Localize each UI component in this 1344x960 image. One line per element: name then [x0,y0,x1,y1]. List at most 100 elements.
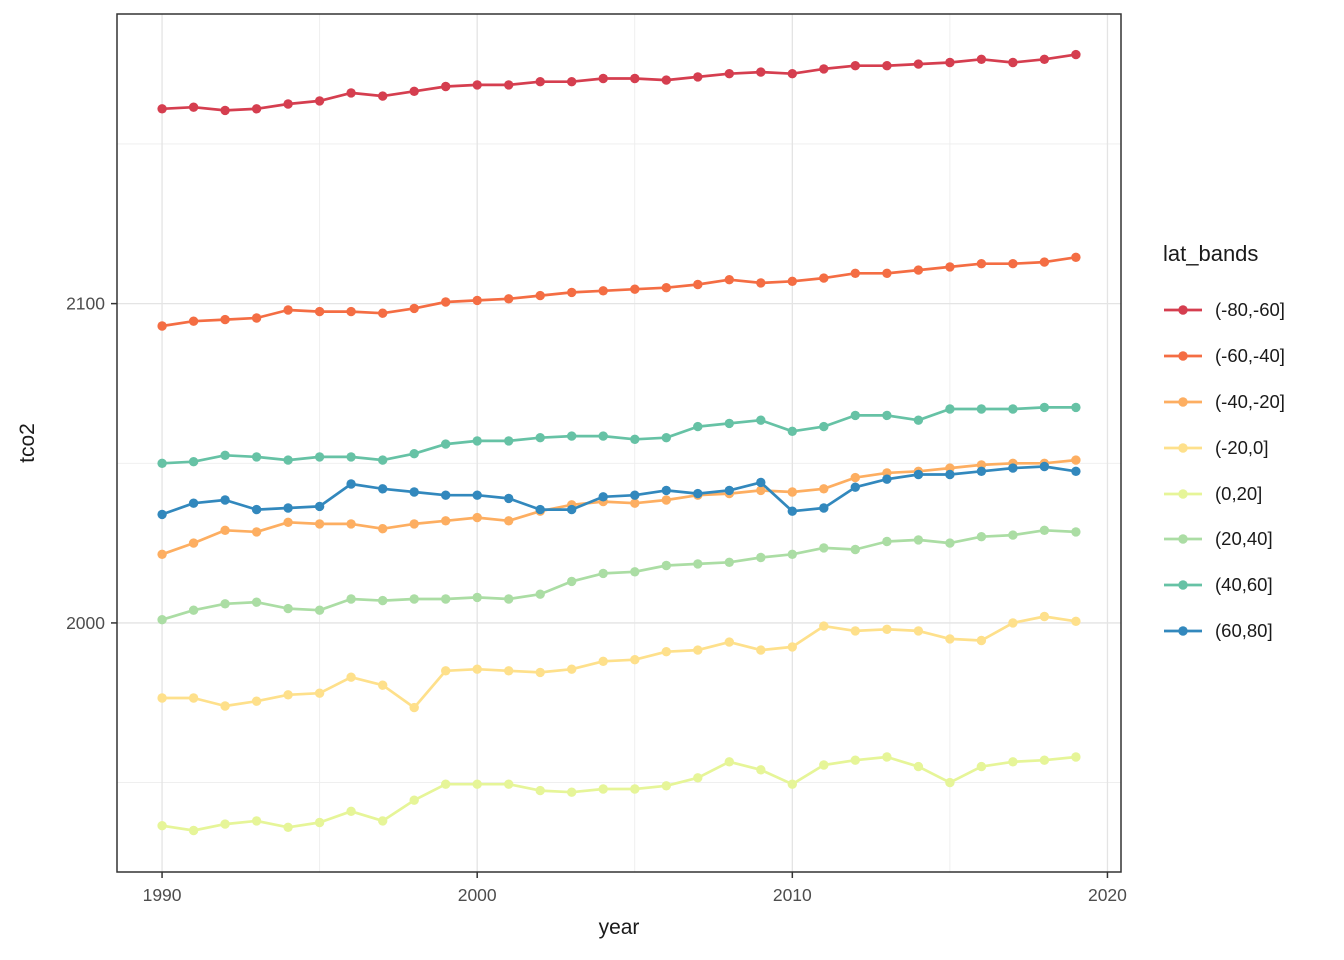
legend-key-icon [1164,397,1202,407]
data-point [976,259,987,269]
data-point [1071,252,1081,262]
data-point [945,57,955,68]
legend-item-label: (60,80] [1215,620,1273,642]
data-point [157,321,167,331]
data-point [1008,404,1018,414]
data-point [409,702,419,713]
data-point [945,538,955,548]
data-point [1008,57,1018,68]
data-point [850,472,860,483]
x-axis-title: year [598,916,640,939]
data-point [1039,525,1050,535]
data-point [787,276,797,286]
data-point [220,701,230,711]
data-point [283,99,293,109]
data-point [188,316,199,326]
legend-item: (0,20] [1163,471,1341,517]
data-point [504,493,514,504]
data-point [283,603,293,614]
data-point [472,592,482,603]
data-point [693,645,703,655]
data-point [251,452,262,462]
data-point [378,595,388,606]
data-point [220,105,230,116]
data-point [850,626,860,636]
data-point [378,308,388,318]
y-axis-title: tco2 [16,423,39,463]
data-point [472,295,482,306]
data-point [819,760,829,770]
data-point [188,605,199,615]
series-line-3 [160,615,1078,709]
data-point [1039,257,1050,267]
data-point [661,283,671,293]
data-point [882,624,892,634]
data-point [819,621,829,631]
data-point [188,102,199,112]
data-point [157,693,167,703]
data-point [630,784,640,794]
legend-key-icon [1164,442,1202,453]
data-point [314,501,325,512]
data-point [913,415,924,425]
data-point [630,73,640,84]
data-point [378,484,388,494]
data-point [441,297,451,307]
data-point [567,576,577,587]
data-point [1039,611,1050,622]
data-point [504,80,514,90]
data-point [819,64,829,74]
legend-item: (-60,-40] [1163,333,1341,379]
data-point [472,80,482,90]
data-point [1071,466,1081,476]
data-point [630,567,640,577]
data-point [913,535,924,545]
data-point [504,436,514,446]
data-point [945,777,955,788]
data-point [283,690,293,700]
data-point [724,485,734,496]
data-point [567,287,577,298]
data-point [819,543,829,553]
data-point [251,527,262,537]
legend-items: (-80,-60] (-60,-40] (-40,-20] (-20,0] (0,20]… [1163,287,1341,654]
legend-item-label: (-40,-20] [1215,390,1285,412]
series-line-7 [160,465,1078,516]
data-point [220,450,230,460]
legend-item-label: (0,20] [1215,482,1263,504]
data-point [630,284,640,294]
data-point [567,664,577,674]
data-point [504,594,514,604]
data-point [693,773,703,783]
data-point [567,504,577,515]
data-point [504,779,514,789]
data-point [1008,259,1018,269]
data-point [661,647,671,657]
data-point [378,816,388,826]
data-point [630,498,640,508]
data-point [283,822,293,832]
data-point [157,821,167,831]
data-point [283,503,293,513]
series-line-5 [160,528,1078,622]
data-point [157,549,167,559]
legend-item-label: (-60,-40] [1215,344,1285,366]
data-point [787,69,797,79]
legend-key-icon [1164,626,1202,636]
data-point [1071,49,1081,60]
data-point [346,479,356,489]
data-point [693,488,703,499]
data-point [535,433,545,443]
data-point [724,757,734,767]
data-point [504,516,514,526]
data-point [630,434,640,444]
data-point [693,72,703,82]
data-point [598,286,608,296]
data-point [787,549,797,559]
data-point [378,455,388,465]
data-point [693,279,703,290]
y-tick-label: 2100 [66,294,105,314]
legend-item: (20,40] [1163,516,1341,562]
data-point [882,474,892,484]
data-point [220,599,230,609]
